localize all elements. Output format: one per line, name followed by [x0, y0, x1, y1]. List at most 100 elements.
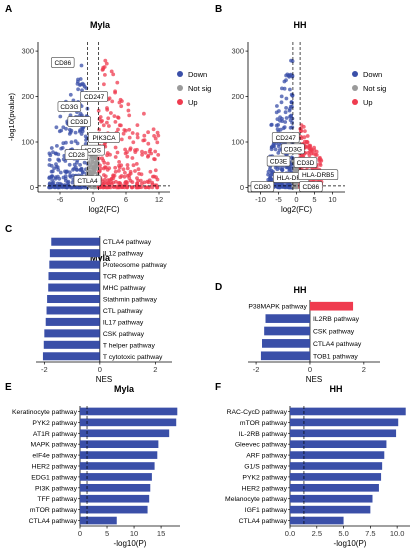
volcano-point-down — [75, 168, 79, 172]
volcano-point-down — [282, 79, 287, 84]
volcano-point-down — [287, 108, 292, 113]
volcano-point-down — [79, 167, 84, 172]
x-tick-label: 5 — [105, 529, 109, 538]
x-tick-label: 12 — [155, 195, 163, 204]
volcano-point-up — [151, 174, 155, 179]
x-tick-label: 10.0 — [390, 529, 405, 538]
volcano-point-up — [103, 165, 107, 170]
x-tick-label: 2 — [153, 365, 157, 374]
volcano-point-down — [270, 170, 274, 175]
pvalue-panel-myla: Myla Keratinocyte pathway PYK2 pathway AT1R… — [12, 384, 180, 548]
nes-panel-hh: HH P38MAPK pathway IL2RB pathway CSK pathwa… — [248, 285, 380, 384]
bar-label-pyk2-pathway: PYK2 pathway — [242, 474, 287, 481]
x-tick-label: 0.0 — [285, 529, 295, 538]
volcano-point-down — [284, 165, 289, 170]
volcano-point-down — [70, 180, 75, 185]
volcano-point-up — [113, 145, 118, 150]
volcano-point-up — [135, 132, 140, 137]
x-tick-label: 5.0 — [338, 529, 348, 538]
volcano-point-up — [139, 178, 143, 183]
bar-csk-pathway — [264, 326, 310, 336]
panel-letter-b: B — [215, 4, 222, 15]
volcano-point-down — [276, 144, 281, 149]
x-tick-label: 10 — [328, 195, 336, 204]
gene-label-cd3g: CD3G — [284, 146, 302, 153]
panel-letter-f: F — [215, 382, 221, 393]
volcano-point-up — [126, 108, 131, 113]
volcano-point-up — [97, 156, 101, 161]
volcano-point-down — [288, 72, 293, 77]
volcano-point-up — [156, 133, 161, 138]
volcano-point-down — [67, 132, 72, 136]
bar-label-il2rb-pathway: IL2RB pathway — [313, 316, 360, 323]
volcano-point-up — [305, 140, 310, 145]
x-tick-label: 7.5 — [365, 529, 375, 538]
volcano-point-up — [123, 170, 127, 175]
bar-tob1-pathway — [260, 351, 310, 361]
volcano-point-down — [268, 167, 272, 172]
volcano-point-up — [114, 179, 118, 184]
volcano-point-down — [284, 96, 289, 101]
bar-g1-s-pathway — [290, 462, 383, 470]
volcano-point-up — [106, 116, 111, 121]
volcano-point-up — [128, 169, 133, 174]
bar-label-il-2rb-pathway: IL-2RB pathway — [239, 431, 288, 438]
bar-label-csk-pathway: CSK pathway — [313, 329, 355, 336]
volcano-point-down — [83, 142, 88, 146]
volcano-point-down — [68, 173, 72, 178]
gene-label-cd86: CD86 — [303, 184, 320, 191]
volcano-point-up — [130, 156, 135, 160]
gene-label-box — [57, 101, 82, 112]
volcano-point-down — [47, 151, 52, 156]
volcano-point-down — [54, 125, 59, 130]
volcano-point-up — [107, 124, 111, 128]
gene-label-ctla4: CTLA4 — [77, 178, 98, 185]
pvalue-panel-hh: HH RAC-CycD pathway mTOR pathway IL-2RB pat… — [225, 384, 410, 548]
volcano-point-up — [143, 185, 148, 190]
volcano-point-down — [56, 167, 61, 172]
volcano-point-up — [312, 145, 316, 150]
nes-panel-myla: Myla CTLA4 pathway IL12 pathway Proteosome … — [36, 236, 172, 384]
volcano-point-down — [50, 169, 55, 174]
gene-label-cd3d: CD3D — [70, 119, 88, 126]
panel-letter-e: E — [5, 382, 12, 393]
volcano-point-down — [284, 106, 288, 110]
bar-pyk2-pathway — [80, 418, 177, 427]
x-tick-label: -10 — [255, 195, 266, 204]
gene-label-box — [64, 149, 89, 161]
x-tick-label: 2 — [362, 365, 366, 374]
bar-pi3k-pathway — [80, 484, 151, 492]
volcano-point-up — [134, 162, 139, 166]
panel-title: HH — [330, 384, 343, 394]
bar-her2-pathway — [290, 484, 379, 492]
bar-label-rac-cycd-pathway: RAC-CycD pathway — [227, 409, 288, 416]
bar-label-mtor-pathway: mTOR pathway — [30, 507, 78, 514]
bar-label-csk-pathway: CSK pathway — [103, 331, 145, 338]
x-tick-label: 0 — [308, 365, 312, 374]
volcano-point-not-sig — [89, 154, 94, 159]
bar-ctl-pathway — [46, 306, 100, 315]
bar-ctla4-pathway — [80, 516, 117, 525]
bar-label-edg1-pathway: EDG1 pathway — [31, 474, 77, 481]
volcano-point-up — [307, 146, 311, 151]
volcano-point-down — [283, 110, 288, 115]
volcano-point-up — [130, 131, 135, 135]
volcano-point-down — [288, 118, 293, 123]
volcano-point-up — [146, 130, 151, 135]
bar-label-eif4e-pathway: eIF4e pathway — [32, 453, 77, 460]
volcano-point-up — [115, 80, 120, 85]
volcano-point-up — [319, 158, 324, 163]
volcano-point-up — [111, 72, 116, 77]
y-tick-label: 200 — [231, 92, 244, 101]
bar-label-gleevec-pathway: Gleevec pathway — [235, 442, 288, 449]
bar-gleevec-pathway — [290, 440, 387, 448]
bar-label-melanocyte-pathway: Melanocyte pathway — [225, 496, 288, 503]
volcano-point-down — [273, 165, 278, 170]
volcano-point-down — [54, 165, 59, 169]
bar-label-g1-s-pathway: G1/S pathway — [244, 464, 287, 471]
volcano-point-down — [276, 151, 281, 155]
volcano-point-down — [275, 127, 280, 131]
x-axis-label: NES — [306, 375, 322, 384]
x-axis-label: -log10(P) — [334, 539, 367, 548]
volcano-point-up — [125, 163, 130, 167]
